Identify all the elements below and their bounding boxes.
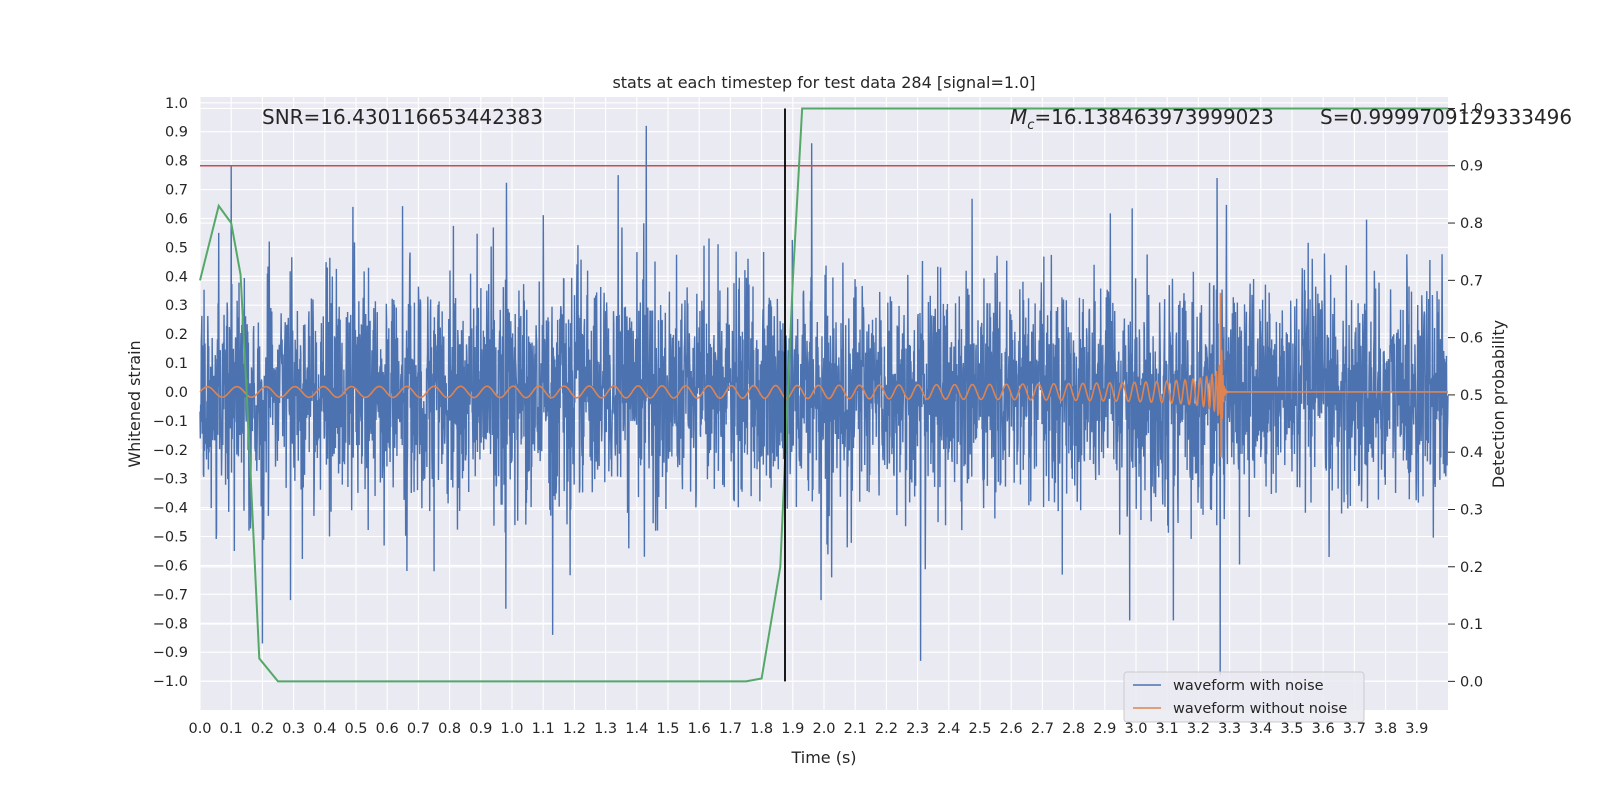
legend-box — [1123, 671, 1365, 723]
chirp-mass-symbol: M — [1010, 105, 1027, 129]
x-tick-labels: 0.0 0.1 0.2 0.3 0.4 0.5 0.6 0.7 0.8 0.9 1.0 1.1 1.2 1… — [188, 721, 1428, 737]
x-tick-label: 0.8 — [438, 721, 461, 737]
x-tick-label: 3.8 — [1374, 721, 1397, 737]
y-tick-label: 0.2 — [165, 327, 188, 343]
y2-tick-label: 0.9 — [1460, 159, 1483, 175]
snr-annotation: SNR=16.430116653442383 — [262, 105, 543, 129]
x-tick-label: 1.2 — [563, 721, 586, 737]
y2-tick-label: 0.0 — [1460, 674, 1483, 690]
x-tick-label: 2.1 — [844, 721, 867, 737]
x-axis-label: Time (s) — [790, 748, 856, 767]
x-tick-label: 1.7 — [719, 721, 742, 737]
y2-axis-label: Detection probability — [1489, 320, 1508, 488]
y-tick-label: −0.5 — [153, 530, 188, 546]
y-tick-label: 1.0 — [165, 96, 188, 112]
x-tick-label: 3.2 — [1187, 721, 1210, 737]
x-tick-label: 3.6 — [1312, 721, 1335, 737]
x-tick-label: 3.0 — [1124, 721, 1147, 737]
x-tick-label: 0.5 — [344, 721, 367, 737]
legend: waveform with noise waveform without noi… — [1123, 671, 1365, 723]
y-tick-label: 0.4 — [165, 269, 188, 285]
x-tick-label: 0.3 — [282, 721, 305, 737]
y-tick-label: −0.9 — [153, 645, 188, 661]
chirp-mass-subscript: c — [1027, 118, 1034, 133]
y2-tick-label: 0.3 — [1460, 502, 1483, 518]
series-waveform-with-noise — [199, 125, 1449, 676]
x-tick-label: 0.0 — [188, 721, 211, 737]
x-tick-label: 2.3 — [906, 721, 929, 737]
y-tick-label: −0.2 — [153, 443, 188, 459]
y-tick-label: −1.0 — [153, 674, 188, 690]
series-waveform-without-noise — [199, 292, 1448, 458]
x-tick-label: 2.9 — [1093, 721, 1116, 737]
y-tick-label: 0.6 — [165, 211, 188, 227]
x-tick-label: 2.4 — [937, 721, 960, 737]
y-tick-label: −0.7 — [153, 587, 188, 603]
x-tick-label: 3.9 — [1405, 721, 1428, 737]
plot-area — [199, 107, 1449, 683]
x-tick-label: 2.2 — [875, 721, 898, 737]
y-tick-label: 0.8 — [165, 154, 188, 170]
y-tick-labels: 1.0 0.9 0.8 0.7 0.6 0.5 0.4 0.3 0.2 0.1 0.0 −0.1 −0.… — [153, 96, 188, 690]
y-tick-label: −0.3 — [153, 472, 188, 488]
x-tick-label: 2.5 — [968, 721, 991, 737]
y-tick-label: 0.9 — [165, 125, 188, 141]
x-tick-label: 1.9 — [781, 721, 804, 737]
x-tick-label: 3.3 — [1218, 721, 1241, 737]
x-tick-label: 0.6 — [376, 721, 399, 737]
y2-tick-label: 0.5 — [1460, 388, 1483, 404]
y2-tick-label: 0.4 — [1460, 445, 1483, 461]
x-tick-label: 0.7 — [407, 721, 430, 737]
x-tick-label: 3.7 — [1343, 721, 1366, 737]
y2-tick-label: 0.6 — [1460, 331, 1483, 347]
x-tick-label: 0.2 — [251, 721, 274, 737]
y2-tick-label: 0.8 — [1460, 216, 1483, 232]
x-tick-label: 0.4 — [313, 721, 336, 737]
y-tick-label: −0.6 — [153, 558, 188, 574]
y-tick-label: −0.1 — [153, 414, 188, 430]
y-tick-label: −0.4 — [153, 501, 188, 517]
x-tick-label: 3.4 — [1249, 721, 1272, 737]
x-tick-label: 0.1 — [220, 721, 243, 737]
x-tick-label: 1.6 — [688, 721, 711, 737]
y-axis-label: Whitened strain — [125, 340, 144, 467]
x-tick-label: 2.7 — [1031, 721, 1054, 737]
significance-annotation: S=0.9999709129333496 — [1320, 105, 1572, 129]
legend-label-clean: waveform without noise — [1173, 701, 1347, 717]
legend-label-noise: waveform with noise — [1173, 678, 1324, 694]
y-tick-label: −0.8 — [153, 616, 188, 632]
y-tick-label: 0.5 — [165, 240, 188, 256]
x-tick-label: 1.8 — [750, 721, 773, 737]
y-tick-label: 0.1 — [165, 356, 188, 372]
series-detection-probability — [199, 107, 1448, 683]
x-tick-label: 2.0 — [812, 721, 835, 737]
x-tick-label: 2.6 — [1000, 721, 1023, 737]
y2-tick-label: 0.2 — [1460, 560, 1483, 576]
x-tick-label: 1.4 — [625, 721, 648, 737]
chart-title: stats at each timestep for test data 284… — [612, 73, 1035, 92]
y2-tick-label: 1.0 — [1460, 101, 1483, 117]
x-tick-label: 1.5 — [656, 721, 679, 737]
y-tick-label: 0.0 — [165, 385, 188, 401]
x-tick-label: 1.3 — [594, 721, 617, 737]
y2-tick-label: 0.1 — [1460, 617, 1483, 633]
chirp-mass-value: =16.138463973999023 — [1034, 105, 1273, 129]
x-tick-label: 3.1 — [1156, 721, 1179, 737]
y-tick-label: 0.3 — [165, 298, 188, 314]
x-tick-label: 2.8 — [1062, 721, 1085, 737]
y2-tick-labels: 1.0 0.9 0.8 0.7 0.6 0.5 0.4 0.3 0.2 0.1 0.0 — [1448, 101, 1483, 690]
x-tick-label: 0.9 — [469, 721, 492, 737]
x-tick-label: 3.5 — [1280, 721, 1303, 737]
y2-tick-label: 0.7 — [1460, 273, 1483, 289]
chirp-mass-annotation: Mc=16.138463973999023 — [1010, 105, 1274, 133]
x-tick-label: 1.1 — [532, 721, 555, 737]
x-tick-label: 1.0 — [500, 721, 523, 737]
y-tick-label: 0.7 — [165, 183, 188, 199]
